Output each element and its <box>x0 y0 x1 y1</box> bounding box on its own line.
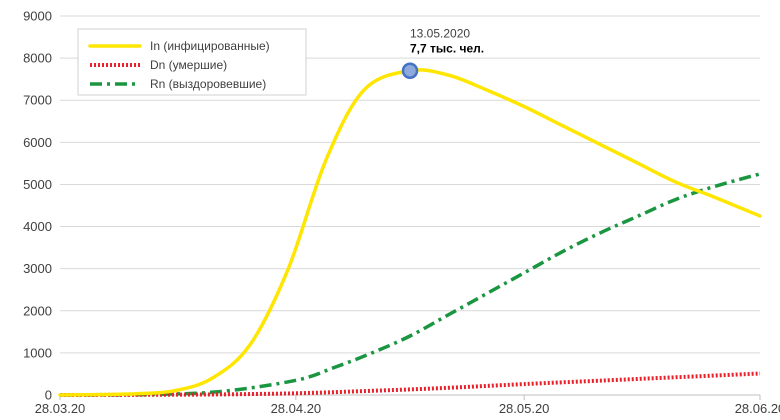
x-tick-label: 28.06.20 <box>735 401 780 416</box>
series-recovered-line <box>59 172 761 397</box>
peak-annotation: 13.05.2020 7,7 тыс. чел. <box>401 27 484 79</box>
legend-label-infected: In (инфицированные) <box>150 39 270 53</box>
y-tick-label: 6000 <box>23 135 52 150</box>
legend-label-recovered: Rn (выздоровевшие) <box>150 77 266 91</box>
axes: 0 1000 2000 3000 4000 5000 6000 7000 8000 9000 28.… <box>23 9 780 417</box>
annotation-date: 13.05.2020 <box>410 27 470 41</box>
grid <box>60 15 760 396</box>
y-tick-label: 9000 <box>23 9 52 24</box>
legend: In (инфицированные) Dn (умершие) Rn (выз… <box>77 28 307 96</box>
series-deceased-line <box>59 371 761 397</box>
legend-label-deceased: Dn (умершие) <box>150 58 227 72</box>
annotation-value: 7,7 тыс. чел. <box>410 42 484 56</box>
y-tick-label: 1000 <box>23 345 52 360</box>
y-tick-label: 4000 <box>23 219 52 234</box>
peak-marker <box>401 62 419 79</box>
x-tick-label: 28.04.20 <box>271 401 322 416</box>
series-group <box>58 68 762 397</box>
y-tick-label: 3000 <box>23 261 52 276</box>
series-infected-line <box>58 68 762 397</box>
y-tick-label: 5000 <box>23 177 52 192</box>
x-tick-label: 28.03.20 <box>35 401 86 416</box>
y-tick-label: 7000 <box>23 93 52 108</box>
y-tick-label: 0 <box>45 388 52 403</box>
y-tick-label: 2000 <box>23 303 52 318</box>
x-tick-label: 28.05.20 <box>499 401 550 416</box>
y-tick-label: 8000 <box>23 51 52 66</box>
